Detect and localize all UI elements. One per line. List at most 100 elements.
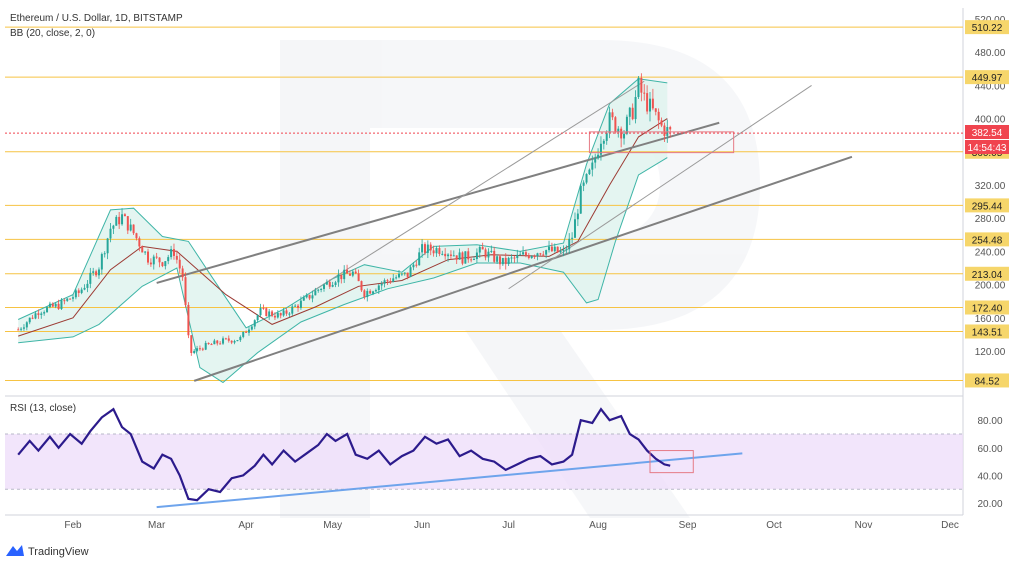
- candle-body: [97, 269, 100, 276]
- candle-body: [207, 342, 210, 345]
- candle-body: [265, 308, 268, 317]
- candle-body: [377, 285, 380, 291]
- level-label-bg: [965, 300, 1009, 315]
- candle-body: [210, 344, 213, 346]
- candle-body: [308, 294, 311, 299]
- trend-line-channel-upper: [156, 121, 720, 284]
- bar-countdown: 14:54:43: [968, 143, 1007, 154]
- time-axis[interactable]: Feb Mar Apr May Jun Jul Aug Sep Oct Nov Dec: [64, 520, 959, 531]
- candle-body: [167, 257, 170, 262]
- candle-body: [340, 274, 343, 280]
- candle-body: [496, 256, 499, 262]
- candle-body: [591, 162, 594, 170]
- candle-body: [623, 133, 626, 139]
- candle-body: [259, 307, 262, 316]
- highlight-zone-price[interactable]: [588, 131, 735, 154]
- candle-body: [51, 303, 54, 307]
- candle-body: [657, 111, 660, 121]
- candle-body: [63, 300, 66, 302]
- time-tick: Jul: [502, 520, 515, 531]
- candle-body: [571, 237, 574, 239]
- price-tick: 200.00: [975, 281, 1006, 292]
- candlesticks: [17, 73, 672, 356]
- candle-body: [654, 108, 657, 112]
- candle-body: [334, 282, 337, 285]
- candle-body: [37, 313, 40, 315]
- time-tick: Dec: [941, 520, 959, 531]
- candle-body: [80, 289, 83, 293]
- rsi-tick: 80.00: [977, 416, 1002, 427]
- candle-body: [161, 262, 164, 267]
- time-tick: Aug: [589, 520, 607, 531]
- candle-body: [219, 343, 222, 345]
- candle-body: [550, 246, 553, 252]
- candle-body: [262, 307, 265, 309]
- candle-body: [363, 290, 366, 298]
- candle-body: [464, 251, 467, 264]
- candle-body: [461, 252, 464, 264]
- candle-body: [412, 264, 415, 268]
- candle-body: [519, 254, 522, 256]
- candle-body: [455, 255, 458, 260]
- last-price-value: 382.54: [972, 128, 1003, 139]
- candle-body: [501, 257, 504, 265]
- candle-body: [224, 338, 227, 340]
- level-label: 295.44: [972, 201, 1003, 212]
- candle-body: [507, 257, 510, 265]
- candle-body: [614, 117, 617, 132]
- candle-body: [141, 246, 144, 253]
- candle-body: [126, 216, 129, 231]
- candle-body: [198, 348, 201, 350]
- candle-body: [325, 281, 328, 285]
- rsi-trend-line[interactable]: [156, 452, 743, 509]
- time-tick: Apr: [238, 520, 254, 531]
- candle-body: [314, 290, 317, 296]
- level-label: 84.52: [974, 376, 999, 387]
- candle-body: [193, 350, 196, 354]
- candle-body: [46, 307, 49, 313]
- price-tick: 440.00: [975, 81, 1006, 92]
- candle-body: [135, 233, 138, 239]
- candle-body: [475, 252, 478, 260]
- horizontal-levels: [5, 26, 963, 381]
- candle-body: [77, 290, 80, 293]
- rsi-axis[interactable]: 80.00 60.00 40.00 20.00: [977, 416, 1002, 510]
- time-tick: Mar: [148, 520, 166, 531]
- candle-body: [493, 250, 496, 262]
- highlight-zone-rsi[interactable]: [649, 450, 694, 474]
- bollinger-lines: [17, 78, 668, 384]
- candle-body: [69, 298, 72, 300]
- time-tick: Oct: [766, 520, 782, 531]
- candle-body: [152, 256, 155, 265]
- level-labels: 510.22449.97360.05295.44254.48213.04172.…: [965, 20, 1009, 388]
- candle-body: [268, 311, 271, 317]
- candle-body: [498, 256, 501, 265]
- candle-body: [230, 340, 233, 343]
- candle-body: [121, 214, 124, 225]
- candle-body: [100, 254, 103, 270]
- candle-body: [170, 249, 173, 258]
- candle-body: [245, 331, 248, 333]
- candle-body: [348, 273, 351, 276]
- candle-body: [663, 125, 666, 136]
- candle-body: [539, 253, 542, 255]
- candle-body: [247, 329, 250, 333]
- candle-body: [236, 340, 239, 342]
- candle-body: [172, 249, 175, 256]
- tradingview-icon: [6, 545, 24, 556]
- candle-body: [548, 246, 551, 251]
- candle-body: [527, 255, 530, 259]
- candle-body: [144, 251, 147, 253]
- price-tick: 160.00: [975, 314, 1006, 325]
- candle-body: [611, 112, 614, 118]
- candle-body: [291, 306, 294, 314]
- candle-body: [646, 93, 649, 112]
- candle-body: [441, 253, 444, 255]
- time-tick: Jun: [414, 520, 430, 531]
- indicator-label[interactable]: BB (20, close, 2, 0): [10, 28, 95, 39]
- tradingview-logo[interactable]: TradingView: [6, 545, 89, 558]
- rsi-label[interactable]: RSI (13, close): [10, 403, 76, 414]
- candle-body: [276, 313, 279, 318]
- rsi-line: [17, 407, 671, 502]
- price-tick: 480.00: [975, 48, 1006, 59]
